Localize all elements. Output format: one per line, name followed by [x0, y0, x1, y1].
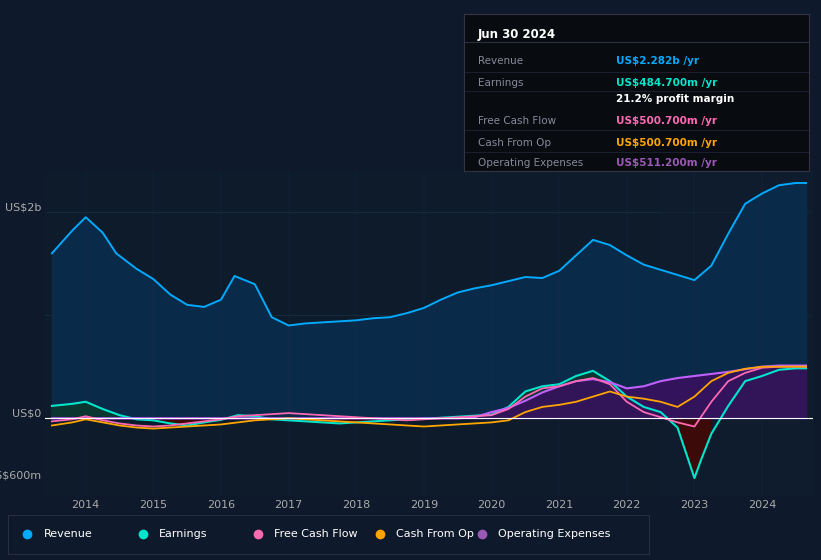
Text: Cash From Op: Cash From Op [478, 138, 551, 148]
Text: Revenue: Revenue [478, 56, 523, 66]
Text: Revenue: Revenue [44, 529, 92, 539]
Text: US$2b: US$2b [5, 202, 41, 212]
Text: US$511.200m /yr: US$511.200m /yr [616, 158, 717, 168]
Text: 21.2% profit margin: 21.2% profit margin [616, 94, 734, 104]
Text: Operating Expenses: Operating Expenses [498, 529, 611, 539]
Bar [661, 171, 813, 496]
Text: US$500.700m /yr: US$500.700m /yr [616, 115, 717, 125]
Text: Operating Expenses: Operating Expenses [478, 158, 583, 168]
Text: US$0: US$0 [12, 408, 41, 418]
Text: -US$600m: -US$600m [0, 470, 41, 480]
Text: US$2.282b /yr: US$2.282b /yr [616, 56, 699, 66]
Text: US$500.700m /yr: US$500.700m /yr [616, 138, 717, 148]
Text: Cash From Op: Cash From Op [396, 529, 474, 539]
Text: Free Cash Flow: Free Cash Flow [478, 115, 556, 125]
Text: Jun 30 2024: Jun 30 2024 [478, 28, 556, 41]
Text: Earnings: Earnings [158, 529, 207, 539]
Text: Earnings: Earnings [478, 78, 523, 88]
Text: Free Cash Flow: Free Cash Flow [274, 529, 358, 539]
Text: US$484.700m /yr: US$484.700m /yr [616, 78, 717, 88]
